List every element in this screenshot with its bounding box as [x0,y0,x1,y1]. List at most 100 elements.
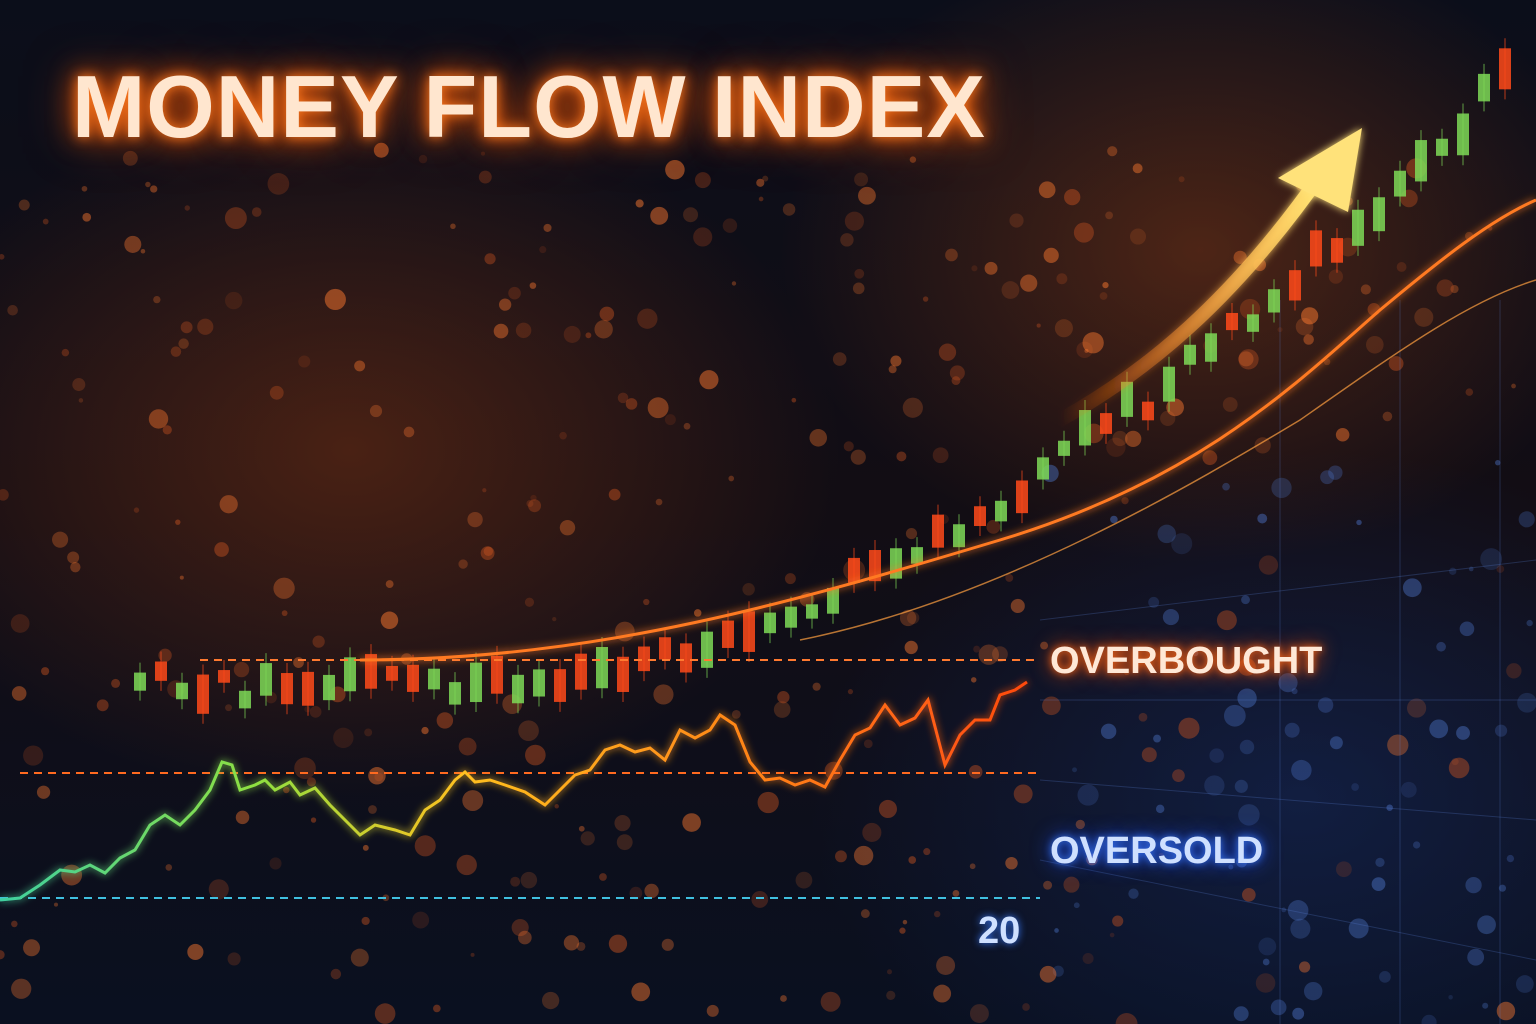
bokeh-dot [1115,1013,1138,1024]
bokeh-dot [1506,854,1515,863]
candle-body [617,656,629,692]
bokeh-dot [539,246,547,254]
bokeh-dot [333,727,354,749]
bokeh-dot [354,360,366,372]
bokeh-dot [971,265,978,272]
bokeh-dot [780,995,787,1002]
bokeh-dot [608,488,621,501]
bokeh-dot [1429,719,1449,739]
bokeh-dot [283,786,290,794]
bokeh-dot [1281,907,1287,913]
bokeh-dot [932,447,949,464]
bokeh-dot [1099,292,1108,300]
bokeh-dot [949,365,965,381]
bokeh-dot [1054,319,1073,338]
bokeh-dot [969,863,976,870]
bokeh-dot [482,488,487,493]
bokeh-dot [456,854,477,876]
bokeh-dot [1382,411,1393,422]
bokeh-dot [1148,596,1160,608]
candle-body [1226,312,1238,331]
bokeh-dot [1005,856,1018,870]
bokeh-dot [599,306,615,322]
bokeh-dot [1421,1014,1437,1024]
bokeh-dot [162,425,172,435]
bokeh-dot [899,609,917,627]
bokeh-dot [1506,663,1522,679]
bokeh-dot [616,834,633,851]
bokeh-dot [635,199,644,208]
bokeh-dot [1515,975,1534,993]
bokeh-dot [835,850,847,863]
bokeh-dot [585,332,592,339]
bokeh-dot [1222,397,1238,412]
bokeh-dot [756,178,765,187]
bokeh-dot [820,991,841,1012]
bokeh-dot [1328,465,1343,480]
oversold-label: OVERSOLD [1050,830,1264,872]
bokeh-dot [67,551,80,564]
bokeh-dot [525,744,546,766]
bokeh-dot [528,499,542,513]
bokeh-dot [70,562,81,573]
bokeh-dot [1171,533,1193,555]
bokeh-dot [470,952,475,957]
mfi-line [0,680,1028,902]
candle-body [449,682,461,705]
bokeh-dot [1360,284,1371,295]
bokeh-dot [664,414,676,426]
bokeh-dot [225,291,243,310]
bokeh-dot [122,150,138,166]
overbought-label: OVERBOUGHT [1050,640,1323,682]
bokeh-dot [902,397,923,418]
bokeh-dot [563,325,581,343]
bokeh-dot [1482,1002,1489,1009]
bokeh-dot [1301,307,1319,325]
bokeh-dot [510,876,521,887]
bokeh-dot [1153,734,1162,743]
up-arrow-icon [1278,128,1362,212]
bokeh-dot [1237,688,1257,708]
candle-body [785,606,797,628]
bokeh-dot [179,575,184,580]
bokeh-dot [973,645,981,653]
candle-body [1436,138,1448,156]
bokeh-dot [148,409,169,429]
candle-body [134,672,146,691]
bokeh-dot [1129,228,1147,245]
bokeh-dot [312,635,325,648]
candle-body [1268,289,1280,313]
candle-body [1499,48,1511,90]
candle-body [827,587,839,614]
bokeh-dot [0,950,5,960]
bokeh-dot [904,640,918,655]
bokeh-dot [594,320,613,339]
bokeh-dot [1158,852,1165,859]
bokeh-dot [269,385,284,400]
bokeh-dot [153,295,161,304]
bokeh-dot [1064,188,1081,206]
bokeh-dot [1236,856,1248,868]
bokeh-dot [1526,619,1533,627]
bokeh-dot [1073,222,1094,243]
bokeh-dot [1216,610,1237,631]
bokeh-dot [1084,348,1089,353]
bokeh-dot [1465,388,1474,396]
bokeh-dot [843,441,854,452]
bokeh-dot [608,934,628,953]
bokeh-dot [1292,1007,1305,1020]
candle-body [1373,197,1385,232]
bokeh-dot [1178,717,1200,739]
candle-body [302,671,314,706]
page-title: MONEY FLOW INDEX [72,57,986,156]
bokeh-dot [1317,697,1334,713]
bokeh-dot [1387,734,1409,756]
bokeh-dot [1456,726,1470,740]
bokeh-dot [1141,747,1157,763]
bokeh-dot [992,646,1008,662]
bokeh-dot [1082,332,1104,354]
candle-body [1415,140,1427,182]
bokeh-dot [1233,1006,1249,1022]
bokeh-dot [1449,567,1457,576]
